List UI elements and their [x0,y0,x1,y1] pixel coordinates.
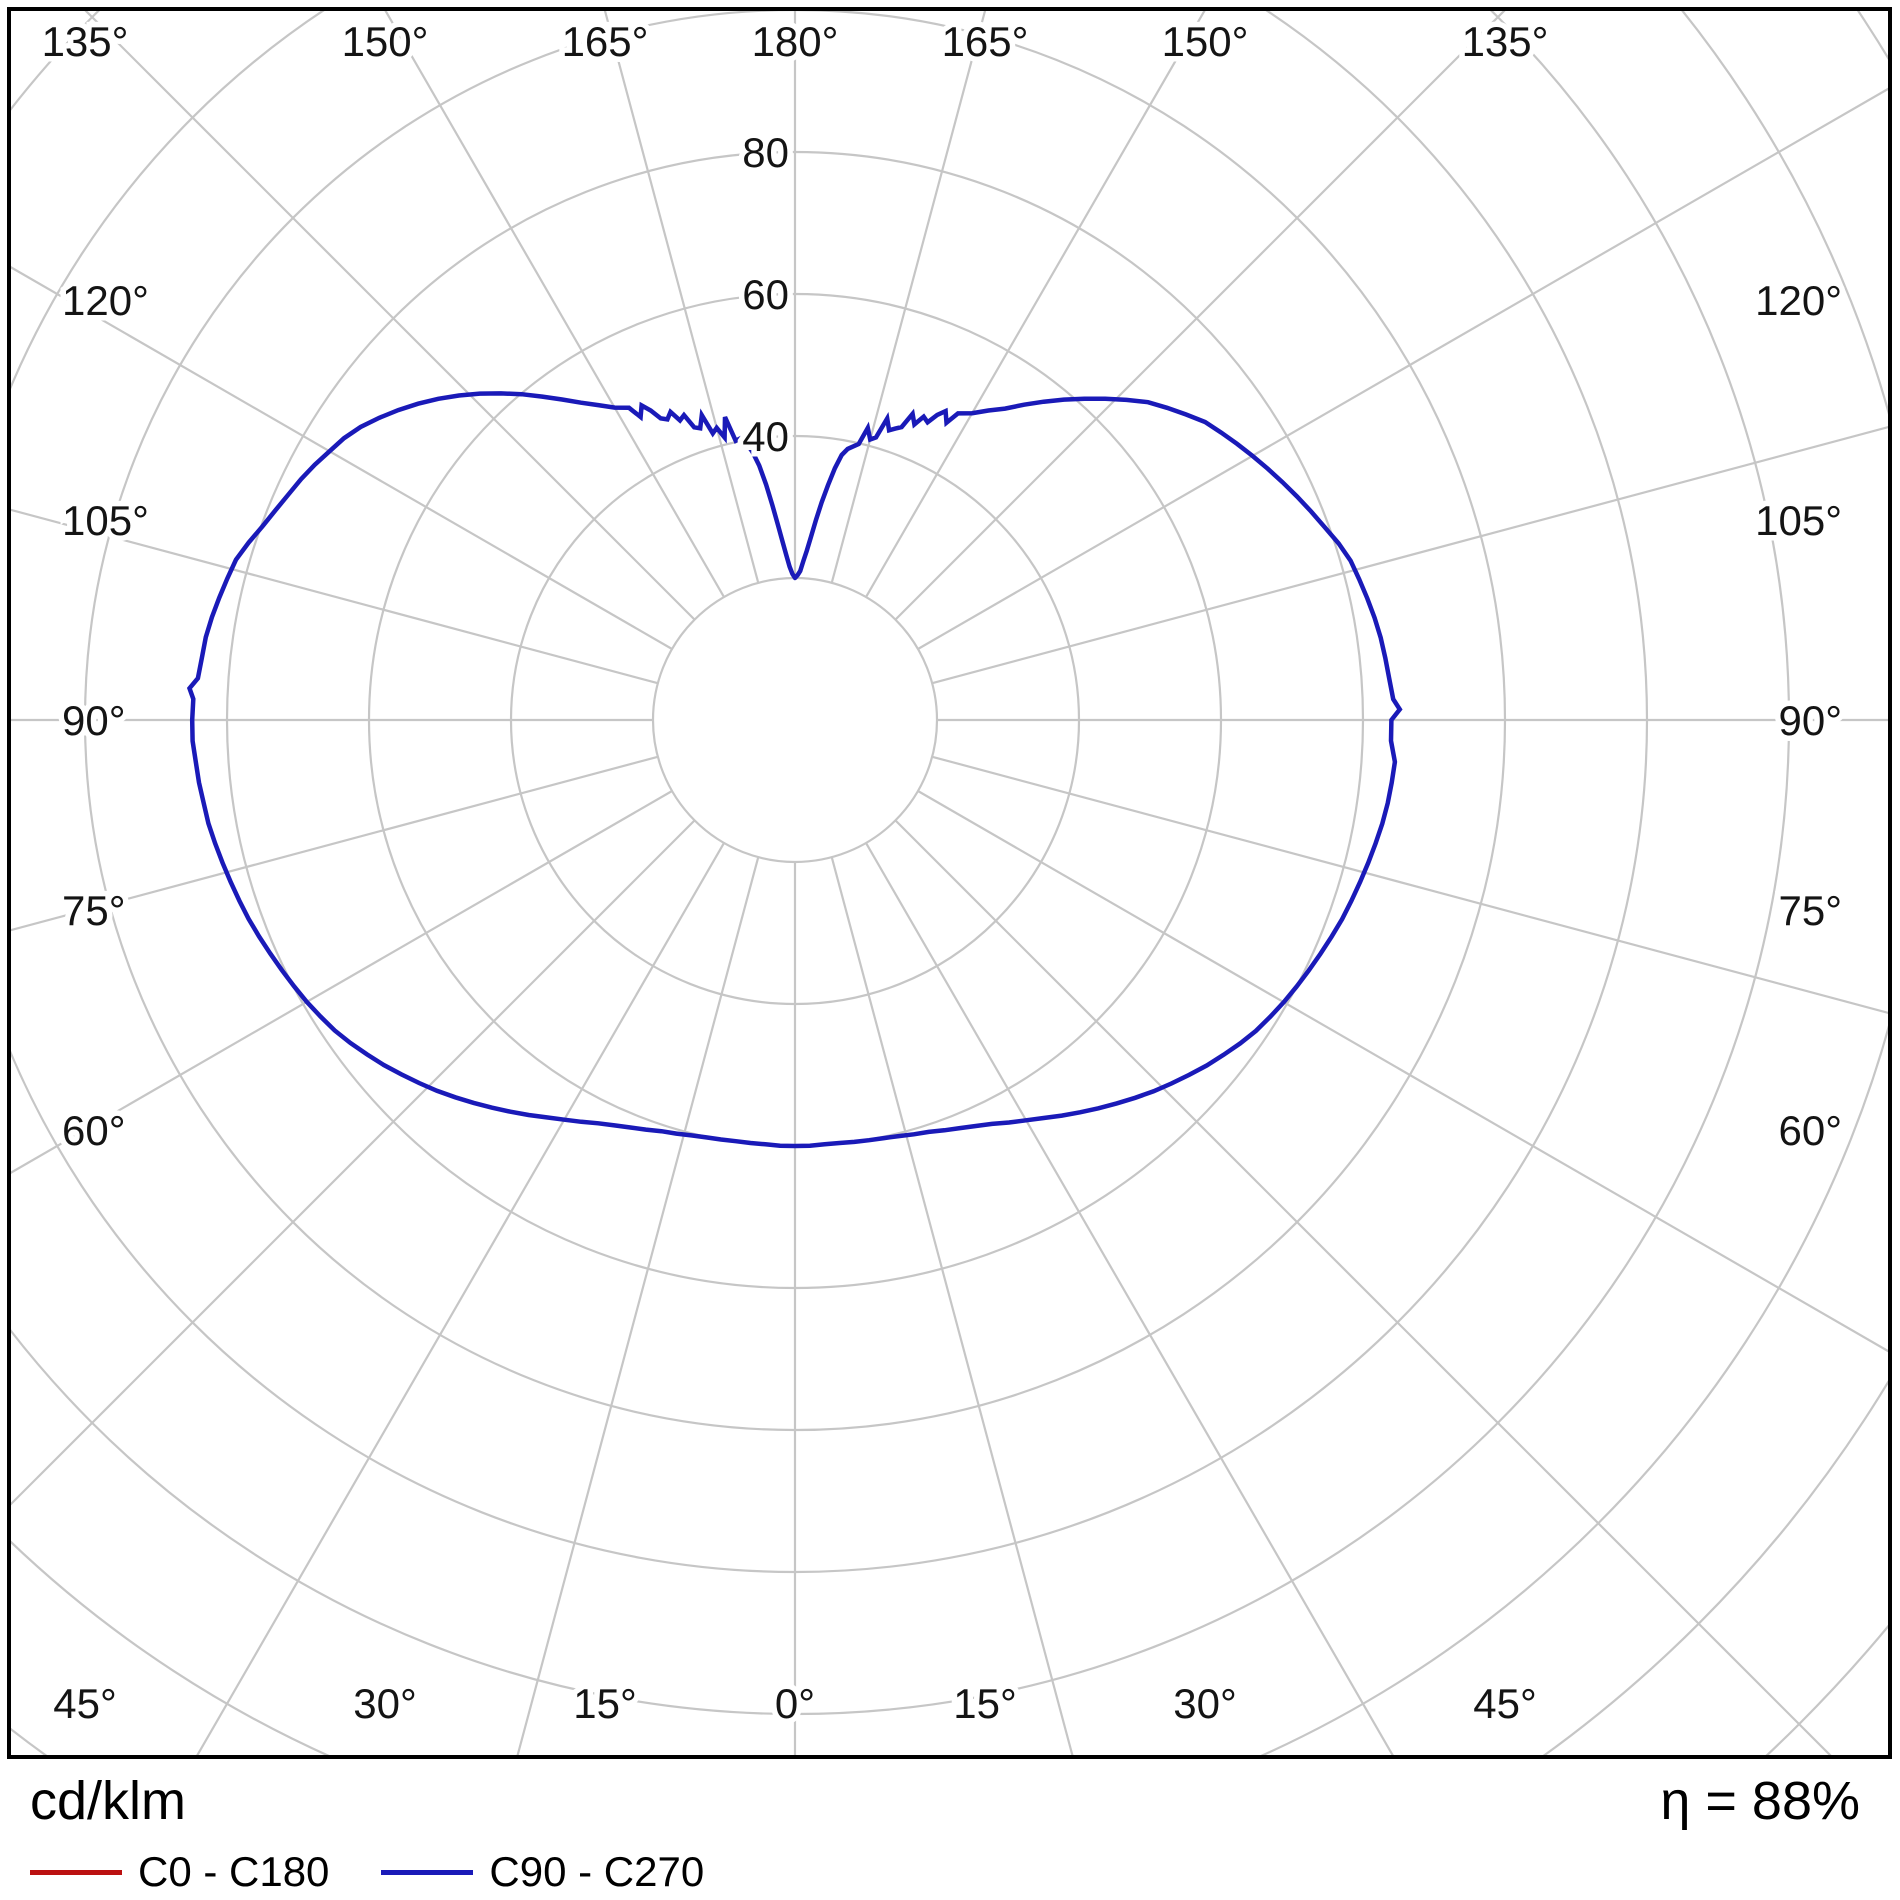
grid-spoke-210 [383,9,725,598]
grid-spoke-120 [917,86,1890,650]
grid-spoke-345 [515,856,760,1757]
efficiency-label: η = 88% [1660,1771,1860,1831]
grid-spoke-315 [9,819,696,1508]
grid-spoke-165 [830,9,987,584]
angle-label-top-3: 180° [752,18,839,65]
grid-spoke-150 [865,9,1207,598]
grid-spoke-135 [894,9,1508,621]
legend-label-c0-c180: C0 - C180 [138,1848,330,1895]
angle-label-bottom-6: 45° [1473,1680,1537,1727]
angle-label-top-4: 165° [942,18,1029,65]
grid-spoke-15 [830,856,1075,1757]
radial-label-40: 40 [742,413,789,460]
curves-group [186,391,1403,1149]
grid-spoke-255 [9,508,659,685]
c0-c180-line-swatch [30,1869,122,1875]
angle-label-bottom-5: 30° [1173,1680,1237,1727]
legend-label-c90-c270: C90 - C270 [489,1848,705,1895]
angle-label-right-3: 75° [1778,887,1842,934]
radial-label-60: 60 [742,271,789,318]
angle-label-left-3: 75° [62,887,126,934]
angle-label-right-2: 90° [1778,697,1842,744]
angle-label-right-0: 120° [1755,277,1842,324]
grid-spoke-75 [931,755,1890,1015]
grid-spoke-45 [894,819,1834,1757]
legend-item-c0-c180: C0 - C180 [30,1848,329,1896]
grid-spoke-330 [195,842,725,1757]
grid-spoke-30 [865,842,1395,1757]
angle-label-bottom-0: 45° [53,1680,117,1727]
curve-c90-c270 [186,391,1403,1149]
angle-label-bottom-1: 30° [353,1680,417,1727]
legend: C0 - C180 C90 - C270 [30,1848,704,1896]
angle-label-left-0: 120° [62,277,149,324]
angle-label-top-0: 135° [42,18,129,65]
c90-c270-line-swatch [381,1869,474,1875]
legend-item-c90-c270: C90 - C270 [381,1848,704,1896]
grid-spoke-240 [9,264,673,650]
grid-spoke-300 [9,790,673,1176]
unit-label: cd/klm [30,1771,187,1831]
grid-spoke-195 [603,9,760,584]
angle-label-top-6: 135° [1462,18,1549,65]
angle-label-left-1: 105° [62,497,149,544]
angle-label-top-2: 165° [562,18,649,65]
angle-label-top-5: 150° [1162,18,1249,65]
angle-label-right-1: 105° [1755,497,1842,544]
grid-spoke-60 [917,790,1890,1354]
angle-label-bottom-2: 15° [573,1680,637,1727]
angle-label-bottom-4: 15° [953,1680,1017,1727]
angle-label-top-1: 150° [342,18,429,65]
grid-spoke-285 [9,755,659,932]
angle-label-right-4: 60° [1778,1107,1842,1154]
angle-label-bottom-3: 0° [775,1680,815,1727]
grid-spoke-105 [931,425,1890,685]
angle-label-left-2: 90° [62,697,126,744]
chart-background [9,9,1890,1757]
chart-frame [7,7,1892,1759]
radial-label-80: 80 [742,129,789,176]
grid-spoke-225 [82,9,696,621]
angle-label-left-4: 60° [62,1107,126,1154]
